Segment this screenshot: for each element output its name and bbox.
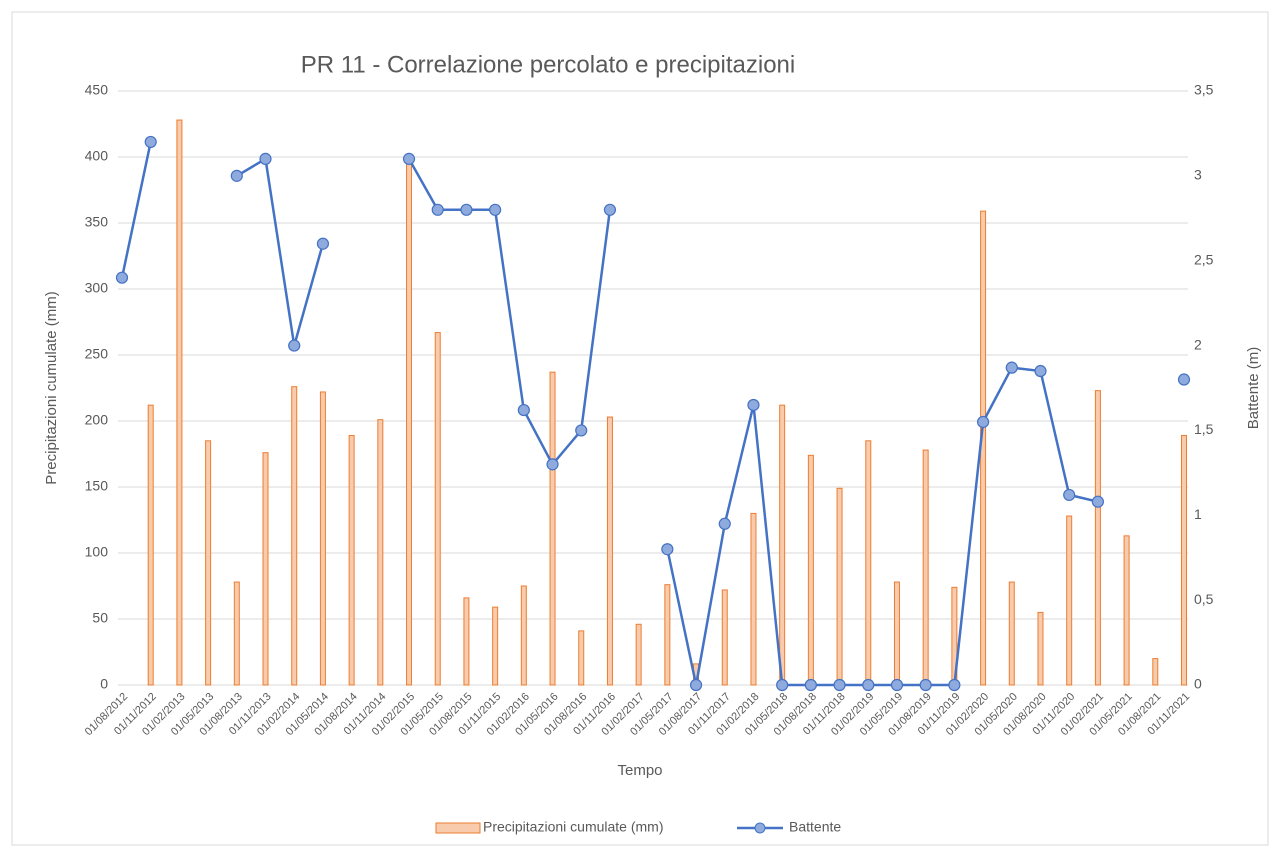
bar xyxy=(520,585,527,686)
bar xyxy=(635,623,642,686)
bar xyxy=(549,371,556,686)
bar xyxy=(1181,435,1187,686)
bar xyxy=(262,452,269,686)
bar xyxy=(319,391,326,686)
chart-title: PR 11 - Correlazione percolato e precipi… xyxy=(301,51,795,78)
line-marker xyxy=(862,678,875,692)
bar xyxy=(377,419,384,686)
line-marker xyxy=(1005,361,1018,374)
y2-tick-label: 3 xyxy=(1194,167,1202,183)
line-marker xyxy=(517,403,530,417)
y2-tick-label: 0 xyxy=(1194,676,1202,692)
y-tick-label: 300 xyxy=(85,280,109,296)
line-marker xyxy=(1091,495,1104,508)
bar xyxy=(463,597,470,686)
y-tick-label: 450 xyxy=(85,82,109,98)
line-marker xyxy=(833,678,846,692)
line-marker xyxy=(890,678,904,692)
bar xyxy=(836,487,843,686)
bar xyxy=(578,630,585,686)
y2-tick-label: 3,5 xyxy=(1194,82,1214,98)
line-marker xyxy=(259,152,272,165)
bar xyxy=(492,606,499,686)
line-marker xyxy=(316,237,330,250)
bar xyxy=(1066,515,1073,686)
y-axis-label: Precipitazioni cumulate (mm) xyxy=(43,291,60,484)
legend-label: Precipitazioni cumulate (mm) xyxy=(483,819,664,835)
bar xyxy=(721,589,728,686)
y-tick-label: 250 xyxy=(85,346,109,362)
bar xyxy=(176,119,183,686)
bar xyxy=(233,581,240,686)
bar xyxy=(750,512,757,686)
bar xyxy=(922,449,929,686)
bar xyxy=(807,454,814,686)
x-axis-label: Tempo xyxy=(617,762,662,779)
bar xyxy=(434,332,441,686)
y2-axis-label: Battente (m) xyxy=(1245,347,1262,430)
legend-label: Battente xyxy=(789,819,841,835)
line-marker xyxy=(460,203,473,216)
line-marker xyxy=(144,135,157,149)
line-marker xyxy=(489,203,502,216)
y-tick-label: 150 xyxy=(85,478,109,494)
bar xyxy=(1094,390,1101,686)
y-tick-label: 400 xyxy=(85,148,109,164)
line-marker xyxy=(288,339,301,352)
y-tick-label: 50 xyxy=(92,610,108,626)
line-marker xyxy=(718,517,731,530)
legend-swatch-marker xyxy=(754,822,766,834)
bar xyxy=(779,404,786,686)
bar xyxy=(205,440,212,686)
bar xyxy=(291,386,298,686)
y-tick-label: 350 xyxy=(85,214,109,230)
line-marker xyxy=(919,678,932,692)
line-marker xyxy=(661,543,674,556)
bar xyxy=(1008,581,1015,686)
line-marker xyxy=(1063,488,1076,502)
y2-tick-label: 0,5 xyxy=(1194,591,1214,607)
line-marker xyxy=(948,678,961,692)
y-tick-label: 0 xyxy=(100,676,108,692)
bar xyxy=(664,584,671,686)
line-marker xyxy=(603,203,617,216)
bar xyxy=(1123,535,1130,686)
line-marker xyxy=(776,678,789,692)
bar xyxy=(1037,611,1044,686)
bar xyxy=(606,416,613,686)
line-marker xyxy=(689,678,703,692)
y-tick-label: 200 xyxy=(85,412,109,428)
chart-border xyxy=(11,11,1269,846)
legend-swatch xyxy=(435,822,481,834)
line-marker xyxy=(976,415,990,429)
line-marker xyxy=(804,678,817,692)
bar xyxy=(1152,658,1159,686)
y2-tick-label: 2,5 xyxy=(1194,251,1214,267)
bar xyxy=(893,581,900,686)
line-marker xyxy=(575,424,588,437)
line-marker xyxy=(546,458,559,471)
y2-tick-label: 1 xyxy=(1194,506,1202,522)
y2-tick-label: 2 xyxy=(1194,336,1202,352)
bar xyxy=(406,159,413,686)
bar xyxy=(147,404,154,686)
line-marker xyxy=(747,398,760,412)
y2-tick-label: 1,5 xyxy=(1194,421,1214,437)
line-marker xyxy=(431,203,444,216)
y-tick-label: 100 xyxy=(85,544,109,560)
line-marker xyxy=(230,169,243,182)
bar xyxy=(348,435,355,686)
line-marker xyxy=(1034,364,1047,378)
bar xyxy=(865,440,872,686)
line-marker xyxy=(115,271,129,284)
line-marker xyxy=(1177,373,1191,386)
line-marker xyxy=(402,152,416,165)
